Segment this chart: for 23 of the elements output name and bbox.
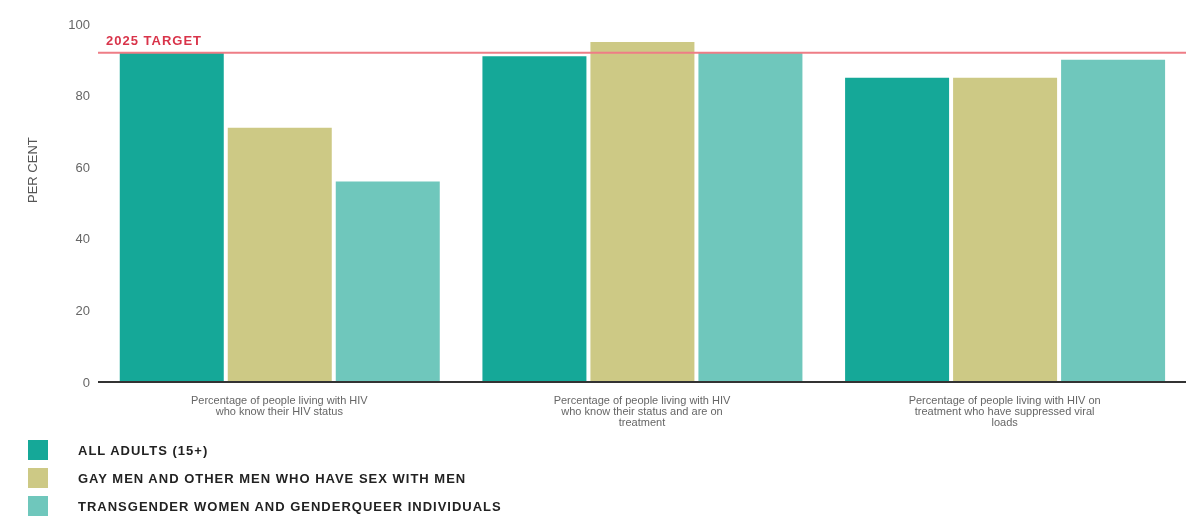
legend-label: TRANSGENDER WOMEN AND GENDERQUEER INDIVIDUALS	[78, 498, 502, 514]
y-axis-title: PER CENT	[24, 137, 40, 203]
x-tick-label: Percentage of people living with HIV who know their status and are on treatment	[553, 393, 732, 428]
bar	[953, 77, 1058, 382]
bar	[227, 127, 332, 382]
y-tick-label: 60	[75, 159, 90, 175]
y-tick-label: 40	[75, 231, 90, 247]
bar	[335, 181, 440, 382]
legend-label: GAY MEN AND OTHER MEN WHO HAVE SEX WITH MEN	[78, 470, 467, 486]
bar	[698, 52, 803, 382]
bar	[482, 56, 587, 382]
x-tick-label: Percentage of people living with HIV who know their HIV status	[190, 393, 369, 417]
x-tick-label: Percentage of people living with HIV on treatment who have suppressed viral loads	[908, 393, 1101, 428]
bar	[1061, 59, 1166, 382]
y-tick-label: 100	[68, 16, 90, 32]
y-tick-label: 20	[75, 303, 90, 319]
ref-line-label: 2025 TARGET	[106, 32, 203, 48]
bar	[119, 52, 224, 382]
legend-label: ALL ADULTS (15+)	[78, 442, 209, 458]
y-tick-label: 0	[82, 374, 90, 390]
bar	[845, 77, 950, 382]
y-tick-label: 80	[75, 88, 90, 104]
bar	[590, 41, 695, 382]
